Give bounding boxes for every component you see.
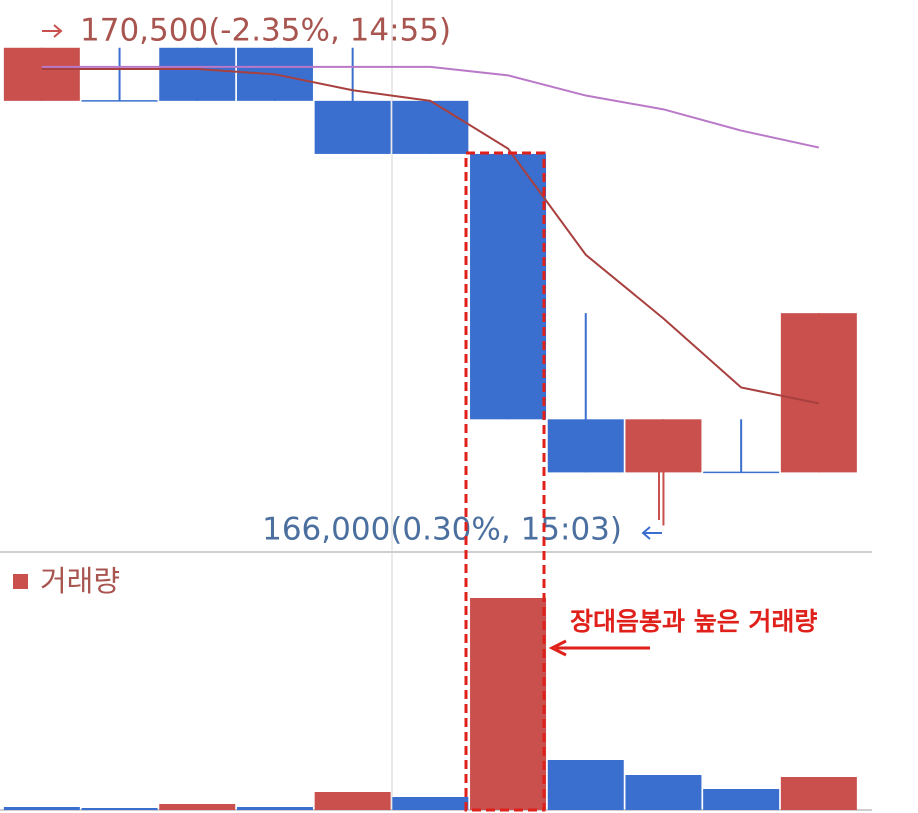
volume-bar (392, 797, 469, 810)
annotation-arrow (548, 639, 650, 657)
candle-body (547, 419, 624, 473)
volume-bar (3, 807, 80, 810)
low-label: 166,000(0.30%, 15:03) (262, 512, 622, 548)
volume-bar (780, 777, 857, 810)
volume-bar (314, 792, 391, 810)
volume-bar (81, 808, 158, 810)
candle-body (780, 313, 857, 473)
marks (3, 47, 857, 810)
candle-body (3, 47, 80, 101)
high-label: 170,500(-2.35%, 14:55) (80, 13, 451, 49)
candle-body (314, 100, 391, 154)
moving-average (41, 65, 820, 149)
candle-body (625, 419, 702, 473)
candle-body (470, 153, 547, 420)
volume-bar (470, 598, 547, 810)
volume-bar (159, 804, 236, 810)
candle-body (159, 47, 236, 101)
moving-average (41, 68, 820, 405)
legend-label: 거래량 (40, 564, 120, 598)
volume-bar (547, 760, 624, 810)
volume-bar (703, 789, 780, 810)
highlight-box (464, 151, 546, 812)
annotation: 장대음봉과 높은 거래량 (570, 607, 817, 636)
candle-body (392, 100, 469, 154)
legend-swatch (13, 574, 28, 589)
low-arrow (641, 526, 662, 540)
volume-bar (625, 775, 702, 810)
volume-bar (236, 807, 313, 810)
high-arrow (42, 24, 63, 38)
